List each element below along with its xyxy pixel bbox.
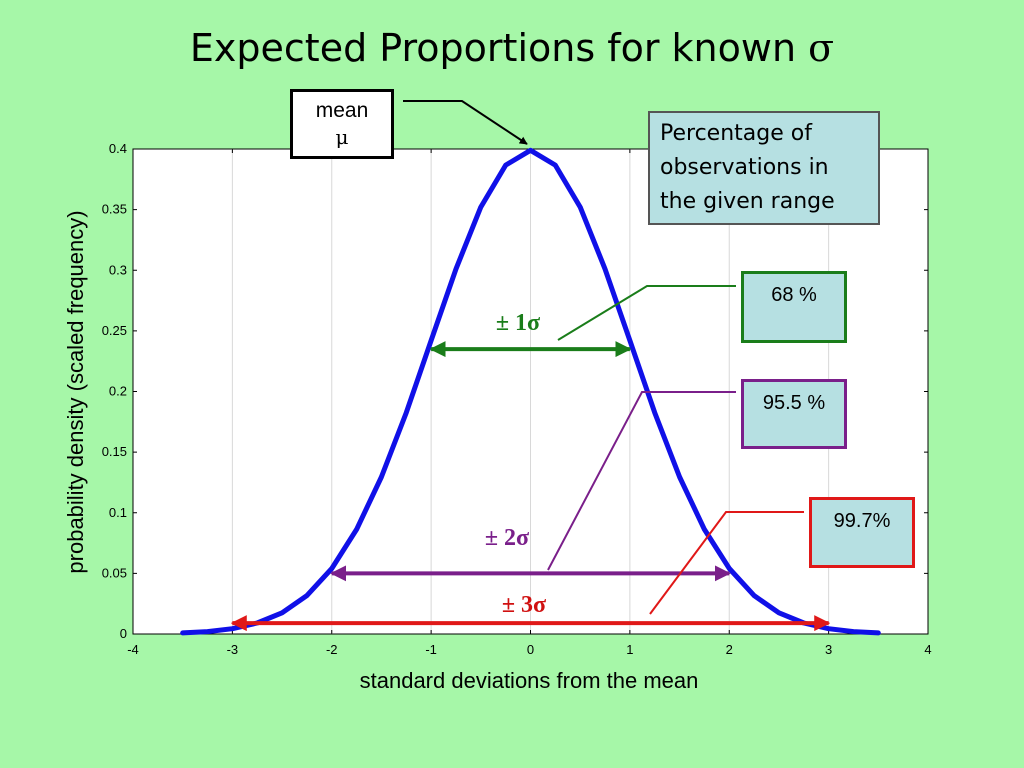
leader-lines: [403, 100, 804, 615]
sigma-symbol: σ: [808, 26, 835, 70]
x-tick-label: 4: [924, 642, 931, 657]
mu-symbol: μ: [335, 125, 349, 149]
x-tick-label: -4: [127, 642, 139, 657]
mean-label: mean: [315, 99, 369, 122]
y-tick-label: 0.2: [109, 384, 127, 399]
x-axis-label: standard deviations from the mean: [360, 668, 699, 693]
x-tick-label: 0: [527, 642, 534, 657]
mean-callout: mean μ: [290, 89, 394, 159]
x-tick-label: 1: [626, 642, 633, 657]
x-tick-label: 3: [825, 642, 832, 657]
note-line-2: observations in: [660, 155, 829, 180]
y-tick-label: 0.3: [109, 262, 127, 277]
density-curve: [180, 147, 881, 636]
y-tick-label: 0.1: [109, 505, 127, 520]
percent-box-68: 68 %: [741, 271, 847, 343]
x-tick-label: -2: [326, 642, 338, 657]
x-tick-label: -1: [425, 642, 437, 657]
range-label-3sigma: ± 3σ: [502, 592, 546, 618]
y-tick-label: 0.25: [102, 323, 127, 338]
leader-line-68: [557, 285, 736, 341]
y-axis-label: probability density (scaled frequency): [63, 210, 88, 573]
curve-layer: [180, 147, 881, 636]
range-arrows: [230, 341, 831, 632]
note-line-1: Percentage of: [660, 121, 812, 146]
range-label-2sigma: ± 2σ: [485, 525, 529, 551]
x-tick-label: 2: [726, 642, 733, 657]
mean-pointer-line: [403, 100, 528, 145]
percent-box-95: 95.5 %: [741, 379, 847, 449]
leader-line-95: [547, 391, 736, 571]
percent-box-99: 99.7%: [809, 497, 915, 568]
y-tick-label: 0.4: [109, 141, 127, 156]
y-tick-label: 0.05: [102, 565, 127, 580]
leader-line-99: [649, 511, 804, 615]
y-tick-label: 0: [120, 626, 127, 641]
x-tick-label: -3: [227, 642, 239, 657]
range-label-1sigma: ± 1σ: [496, 310, 540, 336]
percentage-note: Percentage of observations in the given …: [648, 111, 880, 225]
slide-title: Expected Proportions for known σ: [0, 26, 1024, 70]
note-line-3: the given range: [660, 189, 835, 214]
title-text: Expected Proportions for known: [189, 26, 809, 70]
y-tick-label: 0.15: [102, 444, 127, 459]
y-tick-label: 0.35: [102, 202, 127, 217]
grid: [231, 149, 830, 634]
